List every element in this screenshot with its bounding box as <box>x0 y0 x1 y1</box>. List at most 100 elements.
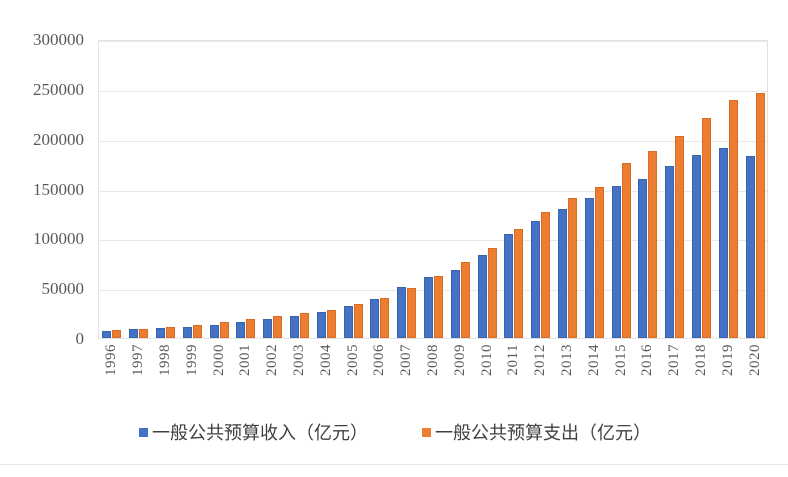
x-axis-tick-label: 2010 <box>478 344 495 376</box>
bar-expenditure-2015 <box>621 162 631 338</box>
bar-revenue-1998 <box>156 328 165 338</box>
x-axis-tick-label: 2017 <box>666 344 683 376</box>
x-axis-tick-label: 2001 <box>237 344 254 376</box>
bar-revenue-2018 <box>692 155 701 338</box>
bar-group-2000 <box>209 41 230 338</box>
bar-revenue-2011 <box>504 234 514 338</box>
bar-revenue-2016 <box>638 178 648 338</box>
bar-group-2020 <box>745 41 766 338</box>
bar-expenditure-2020 <box>755 93 765 338</box>
y-axis-tick-label: 200000 <box>33 129 84 149</box>
bar-revenue-1997 <box>129 329 139 338</box>
gridlines <box>99 41 767 338</box>
x-axis-tick-label: 2014 <box>585 344 602 376</box>
legend-label: 一般公共预算支出（亿元） <box>435 423 651 444</box>
bar-revenue-2002 <box>263 319 273 338</box>
x-axis-tick-label: 2018 <box>693 344 709 376</box>
y-axis-tick-label: 100000 <box>33 229 84 249</box>
bar-revenue-2001 <box>236 321 246 338</box>
plot-area <box>98 40 768 339</box>
y-axis-tick-label: 50000 <box>41 279 85 299</box>
bar-group-2002 <box>263 41 283 338</box>
x-axis-tick-label: 2002 <box>264 344 281 376</box>
bar-expenditure-2011 <box>514 229 524 338</box>
bar-group-2007 <box>397 41 417 338</box>
bar-expenditure-2002 <box>273 316 283 338</box>
y-axis: 0 50000 100000 150000 200000 250000 300000 <box>0 0 92 360</box>
bar-expenditure-2008 <box>434 275 443 338</box>
bar-revenue-2008 <box>424 276 433 338</box>
bar-expenditure-1998 <box>166 327 175 338</box>
bar-expenditure-2007 <box>407 288 417 338</box>
bar-group-2012 <box>531 41 551 338</box>
x-axis-tick-label: 2020 <box>746 344 763 376</box>
bar-revenue-2020 <box>745 155 755 338</box>
bar-group-2014 <box>584 41 605 338</box>
bar-group-2019 <box>718 41 739 338</box>
bar-group-2008 <box>424 41 444 338</box>
square-marker-blue <box>139 427 148 437</box>
x-axis-tick-label: 2007 <box>398 344 415 376</box>
x-axis-tick-label: 2000 <box>210 344 227 376</box>
bar-revenue-2000 <box>209 324 219 338</box>
legend-label: 一般公共预算收入（亿元） <box>152 423 368 444</box>
bar-expenditure-2012 <box>541 212 551 338</box>
bar-group-2009 <box>450 41 471 338</box>
bar-group-2016 <box>638 41 658 338</box>
x-axis: 1996 1997 1998 1999 2000 2001 2002 2003 2004 2005… <box>98 341 768 407</box>
x-axis-tick-label: 1999 <box>183 344 200 376</box>
x-axis-tick-label: 2015 <box>612 344 629 376</box>
bar-group-2004 <box>316 41 337 338</box>
bar-group-1996 <box>102 41 122 338</box>
bar-group-2015 <box>611 41 632 338</box>
bar-series-container <box>99 41 767 338</box>
bar-group-1999 <box>182 41 203 338</box>
bar-expenditure-2004 <box>326 309 336 338</box>
bar-revenue-2014 <box>584 198 594 338</box>
bar-revenue-2005 <box>343 306 353 338</box>
bar-expenditure-2005 <box>353 304 363 338</box>
gridline <box>99 240 767 242</box>
y-axis-tick-label: 0 <box>75 329 85 348</box>
legend-item-expenditure[interactable]: 一般公共预算支出（亿元） <box>422 419 651 445</box>
x-axis-tick-label: 2013 <box>559 344 575 376</box>
x-axis-tick-label: 2006 <box>371 344 388 376</box>
bar-revenue-1996 <box>102 330 112 338</box>
x-axis-tick-label: 2012 <box>532 344 549 376</box>
y-axis-tick-label: 150000 <box>33 179 84 199</box>
bar-group-2010 <box>477 41 498 338</box>
bar-expenditure-2013 <box>568 198 577 338</box>
x-axis-tick-label: 2004 <box>317 344 334 376</box>
bar-revenue-2006 <box>370 299 380 338</box>
bar-group-2005 <box>343 41 364 338</box>
bar-group-1997 <box>129 41 149 338</box>
bar-expenditure-2006 <box>380 297 390 338</box>
bar-group-2003 <box>290 41 310 338</box>
x-axis-tick-label: 2016 <box>639 344 656 376</box>
bar-group-2011 <box>504 41 524 338</box>
bar-revenue-2015 <box>611 186 621 338</box>
bar-expenditure-1999 <box>192 324 202 338</box>
chart-legend: 一般公共预算收入（亿元） 一般公共预算支出（亿元） <box>80 418 710 446</box>
bar-revenue-2007 <box>397 286 407 338</box>
bar-expenditure-2017 <box>675 135 685 338</box>
gridline <box>99 290 767 292</box>
bar-revenue-2009 <box>450 269 460 338</box>
bar-revenue-2019 <box>718 148 728 338</box>
x-axis-tick-label: 1996 <box>103 344 120 376</box>
y-axis-tick-label: 250000 <box>33 79 84 99</box>
x-axis-tick-label: 1997 <box>130 344 147 376</box>
bar-expenditure-1997 <box>139 328 149 338</box>
bar-revenue-2004 <box>316 311 326 338</box>
legend-item-revenue[interactable]: 一般公共预算收入（亿元） <box>139 419 368 445</box>
bar-revenue-2012 <box>531 221 541 338</box>
bar-expenditure-2003 <box>300 313 309 338</box>
x-axis-tick-label: 1998 <box>157 344 173 376</box>
bar-expenditure-1996 <box>112 330 122 338</box>
bar-expenditure-2016 <box>648 150 658 338</box>
bar-expenditure-2010 <box>487 248 497 338</box>
x-axis-tick-label: 2009 <box>451 344 468 376</box>
bar-revenue-1999 <box>182 326 192 338</box>
bar-expenditure-2000 <box>219 322 229 338</box>
bar-group-2001 <box>236 41 256 338</box>
